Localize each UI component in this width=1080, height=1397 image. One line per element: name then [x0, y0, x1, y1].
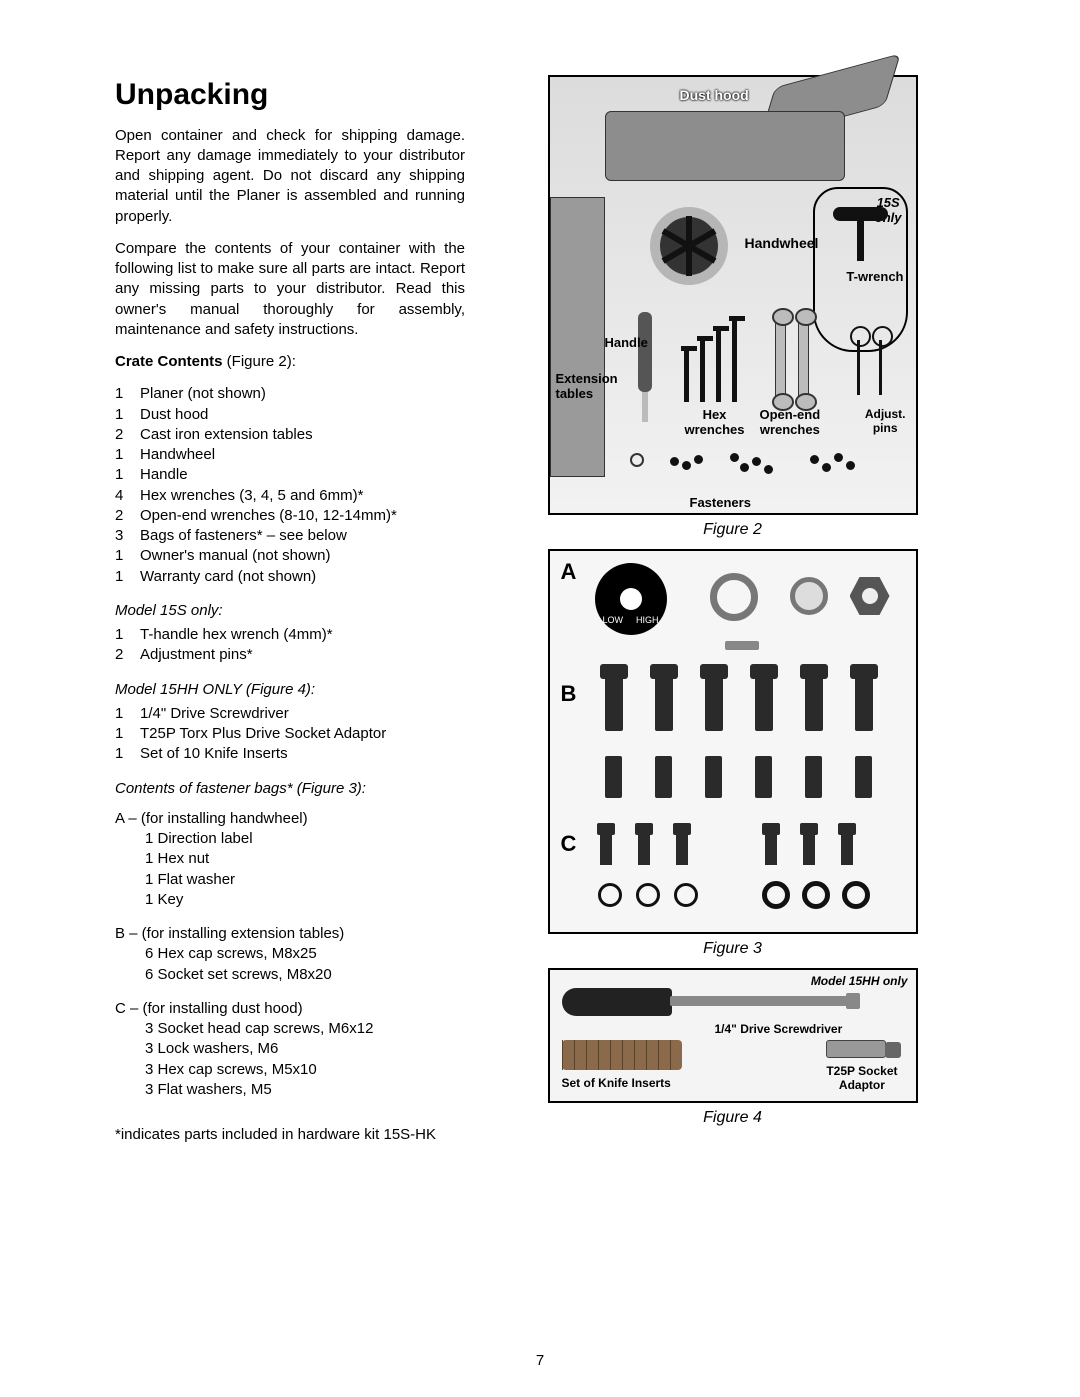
list-item: 1Planer (not shown) — [115, 384, 465, 404]
label-a: A — [561, 559, 577, 585]
label-dusthood: Dust hood — [680, 87, 749, 103]
page-number: 7 — [536, 1352, 544, 1369]
list-item: 1 Flat washer — [145, 870, 465, 890]
figure-3: A LOWHIGH B C — [548, 549, 918, 934]
list-item: 11/4" Drive Screwdriver — [115, 704, 465, 724]
fastener-heading: Contents of fastener bags* (Figure 3): — [115, 779, 465, 799]
text-column: Unpacking Open container and check for s… — [115, 75, 465, 1145]
list-item: 1 Direction label — [145, 829, 465, 849]
label-inserts: Set of Knife Inserts — [562, 1076, 671, 1090]
list-item: 1Dust hood — [115, 405, 465, 425]
crate-list: 1Planer (not shown)1Dust hood2Cast iron … — [115, 384, 465, 587]
m15hh-list: 11/4" Drive Screwdriver1T25P Torx Plus D… — [115, 704, 465, 765]
intro-para-2: Compare the contents of your container w… — [115, 239, 465, 340]
list-item: 1 Hex nut — [145, 849, 465, 869]
figure-3-caption: Figure 3 — [703, 940, 762, 958]
page-heading: Unpacking — [115, 75, 465, 116]
label-handle: Handle — [605, 335, 648, 350]
list-item: 1T-handle hex wrench (4mm)* — [115, 625, 465, 645]
list-item: 3 Hex cap screws, M5x10 — [145, 1060, 465, 1080]
label-fasteners: Fasteners — [690, 495, 751, 510]
figure-4: Model 15HH only 1/4" Drive Screwdriver S… — [548, 968, 918, 1103]
m15s-heading: Model 15S only: — [115, 601, 465, 621]
footnote: *indicates parts included in hardware ki… — [115, 1125, 465, 1145]
list-item: 1Warranty card (not shown) — [115, 567, 465, 587]
list-item: 1 Key — [145, 890, 465, 910]
list-item: 1Handwheel — [115, 445, 465, 465]
m15s-list: 1T-handle hex wrench (4mm)*2Adjustment p… — [115, 625, 465, 666]
list-item: 3 Flat washers, M5 — [145, 1080, 465, 1100]
figure-4-caption: Figure 4 — [703, 1109, 762, 1127]
crate-contents-label: Crate Contents (Figure 2): — [115, 352, 465, 372]
label-open: Open-end wrenches — [760, 407, 821, 437]
label-pins: Adjust. pins — [865, 407, 906, 435]
figure-2: Dust hood 15S only Handwheel T-wrench Ha… — [548, 75, 918, 515]
list-item: 6 Socket set screws, M8x20 — [145, 965, 465, 985]
list-item: 4Hex wrenches (3, 4, 5 and 6mm)* — [115, 486, 465, 506]
label-ext-tables: Extension tables — [556, 371, 618, 401]
label-socket: T25P Socket Adaptor — [826, 1064, 897, 1092]
list-item: 2Cast iron extension tables — [115, 425, 465, 445]
group-c: C – (for installing dust hood) 3 Socket … — [115, 999, 465, 1100]
list-item: 3 Lock washers, M6 — [145, 1039, 465, 1059]
group-a: A – (for installing handwheel) 1 Directi… — [115, 809, 465, 910]
list-item: 1Handle — [115, 465, 465, 485]
label-hex: Hex wrenches — [685, 407, 745, 437]
label-b: B — [561, 681, 577, 707]
figure-column: Dust hood 15S only Handwheel T-wrench Ha… — [495, 75, 970, 1145]
group-b: B – (for installing extension tables) 6 … — [115, 924, 465, 985]
list-item: 3 Socket head cap screws, M6x12 — [145, 1019, 465, 1039]
list-item: 6 Hex cap screws, M8x25 — [145, 944, 465, 964]
label-handwheel: Handwheel — [745, 235, 819, 251]
figure-2-caption: Figure 2 — [703, 521, 762, 539]
label-twrench: T-wrench — [846, 269, 903, 284]
label-screwdriver: 1/4" Drive Screwdriver — [715, 1022, 843, 1036]
list-item: 2Adjustment pins* — [115, 645, 465, 665]
intro-para-1: Open container and check for shipping da… — [115, 126, 465, 227]
list-item: 1Owner's manual (not shown) — [115, 546, 465, 566]
list-item: 3Bags of fasteners* – see below — [115, 526, 465, 546]
m15hh-heading: Model 15HH ONLY (Figure 4): — [115, 680, 465, 700]
list-item: 1Set of 10 Knife Inserts — [115, 744, 465, 764]
label-c: C — [561, 831, 577, 857]
list-item: 2Open-end wrenches (8-10, 12-14mm)* — [115, 506, 465, 526]
label-model-15hh: Model 15HH only — [811, 974, 908, 988]
list-item: 1T25P Torx Plus Drive Socket Adaptor — [115, 724, 465, 744]
